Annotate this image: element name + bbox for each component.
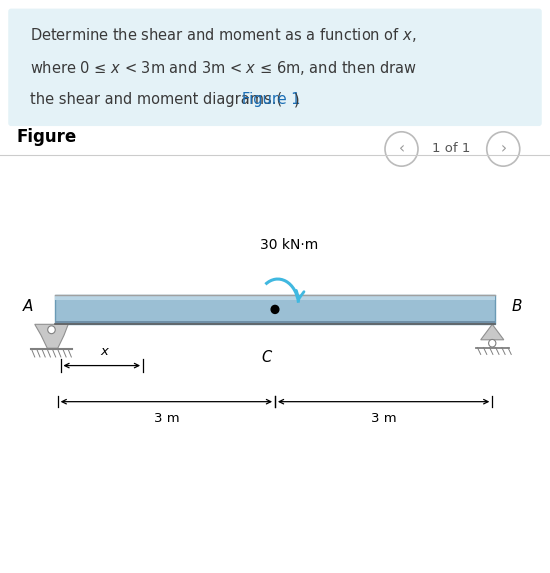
FancyBboxPatch shape <box>8 9 542 126</box>
Circle shape <box>385 132 418 166</box>
Text: A: A <box>23 299 32 314</box>
Bar <box>55 321 495 324</box>
Text: x: x <box>101 344 108 358</box>
Text: C: C <box>262 350 272 365</box>
Circle shape <box>48 326 55 333</box>
Text: Figure: Figure <box>16 128 77 146</box>
Text: 3 m: 3 m <box>153 412 179 425</box>
Bar <box>55 295 495 300</box>
Bar <box>55 295 495 324</box>
Circle shape <box>271 305 279 313</box>
Circle shape <box>487 132 520 166</box>
Text: Figure 1: Figure 1 <box>242 92 300 107</box>
Text: Determine the shear and moment as a function of $x$,: Determine the shear and moment as a func… <box>30 26 417 44</box>
Text: the shear and moment diagrams.(: the shear and moment diagrams.( <box>30 92 283 107</box>
Text: ): ) <box>294 92 300 107</box>
Text: 30 kN·m: 30 kN·m <box>260 238 318 252</box>
Text: 1 of 1: 1 of 1 <box>432 143 470 155</box>
Polygon shape <box>481 324 504 340</box>
Text: 3 m: 3 m <box>371 412 397 425</box>
Polygon shape <box>35 324 68 348</box>
Text: where 0 ≤ $x$ < 3m and 3m < $x$ ≤ 6m, and then draw: where 0 ≤ $x$ < 3m and 3m < $x$ ≤ 6m, an… <box>30 59 417 77</box>
Circle shape <box>488 339 496 347</box>
Text: ›: › <box>500 142 506 156</box>
Text: B: B <box>512 299 522 314</box>
Text: ‹: ‹ <box>399 142 404 156</box>
